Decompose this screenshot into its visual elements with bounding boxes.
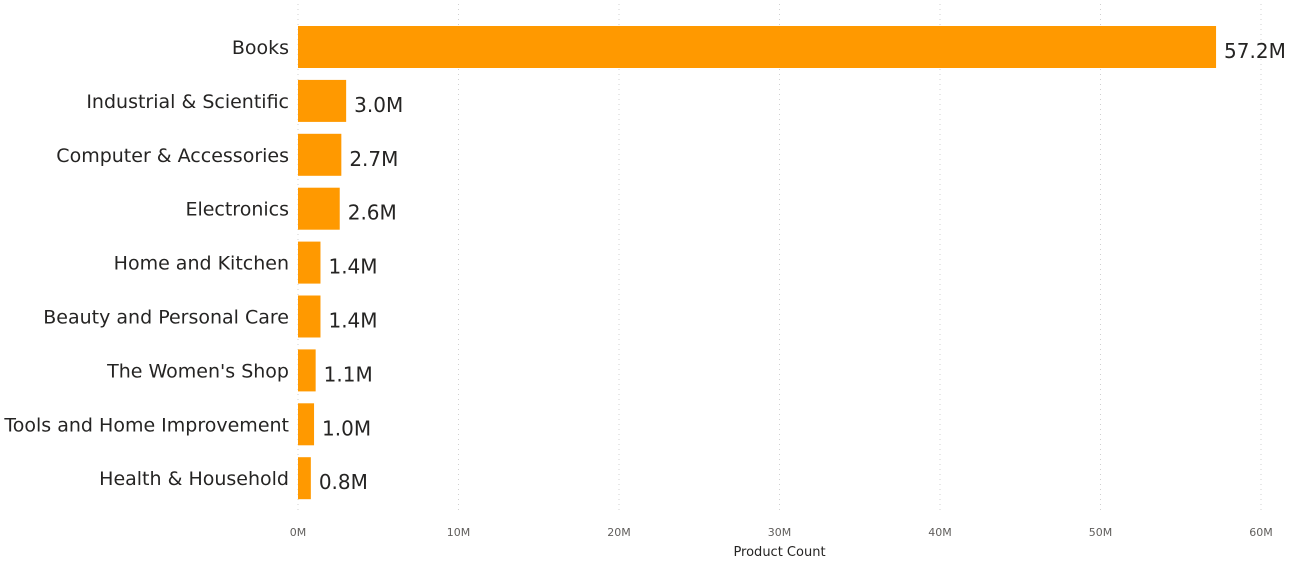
data-label: 0.8M	[319, 470, 368, 494]
x-tick-label: 10M	[447, 526, 471, 539]
category-label: Books	[232, 37, 289, 59]
category-labels: Books Industrial & Scientific Computer & A…	[3, 37, 289, 490]
category-label: Tools and Home Improvement	[3, 414, 289, 436]
data-label: 1.1M	[324, 362, 373, 386]
bar[interactable]	[298, 295, 321, 338]
data-labels: 57.2M 3.0M 2.7M 2.6M 1.4M 1.4M 1.1M 1.0M 0.8M	[319, 39, 1286, 494]
category-label: Computer & Accessories	[56, 145, 289, 167]
category-label: Electronics	[185, 199, 289, 221]
gridlines	[297, 4, 1262, 514]
bar[interactable]	[298, 133, 342, 176]
bar[interactable]	[298, 457, 311, 500]
x-tick-label: 60M	[1249, 526, 1273, 539]
x-axis-title: Product Count	[733, 545, 825, 560]
x-tick-label: 50M	[1089, 526, 1113, 539]
bar[interactable]	[298, 79, 347, 122]
data-label: 1.4M	[328, 309, 377, 333]
bar[interactable]	[298, 26, 1217, 68]
bar[interactable]	[298, 187, 340, 230]
bar[interactable]	[298, 349, 316, 392]
x-tick-label: 0M	[290, 526, 307, 539]
data-label: 1.0M	[322, 416, 371, 440]
data-label: 2.6M	[348, 201, 397, 225]
x-tick-label: 30M	[768, 526, 792, 539]
data-label: 57.2M	[1224, 39, 1286, 63]
bar[interactable]	[298, 403, 315, 446]
category-label: Industrial & Scientific	[86, 91, 289, 113]
category-label: The Women's Shop	[106, 360, 289, 382]
category-label: Health & Household	[99, 468, 289, 490]
category-label: Beauty and Personal Care	[43, 307, 289, 329]
bars	[298, 26, 1217, 500]
x-tick-label: 20M	[607, 526, 631, 539]
data-label: 3.0M	[354, 93, 403, 117]
x-tick-label: 40M	[928, 526, 952, 539]
bar[interactable]	[298, 241, 321, 284]
data-label: 1.4M	[328, 255, 377, 279]
category-label: Home and Kitchen	[114, 253, 289, 275]
x-axis-ticks: 0M 10M 20M 30M 40M 50M 60M	[290, 526, 1273, 539]
data-label: 2.7M	[349, 147, 398, 171]
